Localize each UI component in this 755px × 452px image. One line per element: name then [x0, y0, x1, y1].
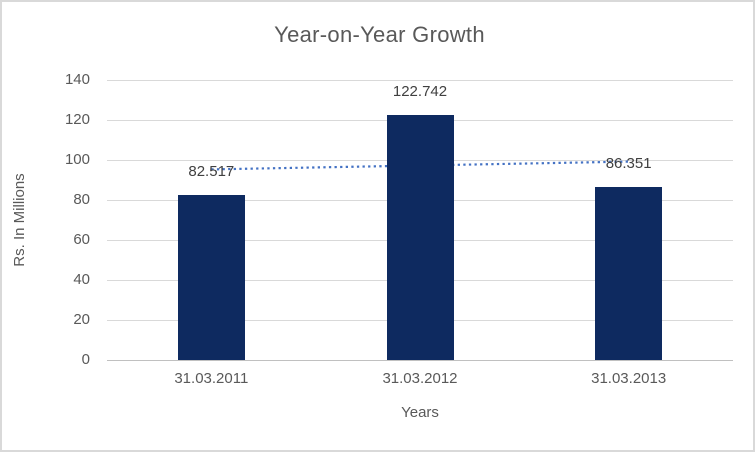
- y-tick-label: 140: [64, 71, 90, 88]
- y-axis-title: Rs. In Millions: [11, 173, 28, 267]
- bar-data-label: 122.742: [392, 82, 448, 100]
- chart-title: Year-on-Year Growth: [274, 22, 485, 47]
- y-tick-label: 0: [81, 351, 90, 368]
- bar-data-label: 86.351: [605, 155, 652, 173]
- x-category-label: 31.03.2013: [591, 370, 667, 387]
- bar: [177, 194, 245, 360]
- y-tick-label: 40: [73, 271, 90, 288]
- bar: [386, 114, 454, 360]
- x-category-label: 31.03.2011: [174, 370, 249, 387]
- x-category-label: 31.03.2012: [382, 370, 458, 387]
- x-axis-title: Years: [401, 404, 439, 421]
- x-axis-line: [107, 359, 733, 361]
- bar: [595, 187, 663, 360]
- y-tick-label: 80: [73, 191, 90, 208]
- y-tick-label: 120: [64, 111, 90, 128]
- y-tick-label: 100: [64, 151, 90, 168]
- bar-data-label: 82.517: [188, 162, 235, 180]
- y-tick-label: 60: [73, 231, 90, 248]
- y-tick-label: 20: [73, 311, 90, 328]
- gridline: [107, 79, 733, 81]
